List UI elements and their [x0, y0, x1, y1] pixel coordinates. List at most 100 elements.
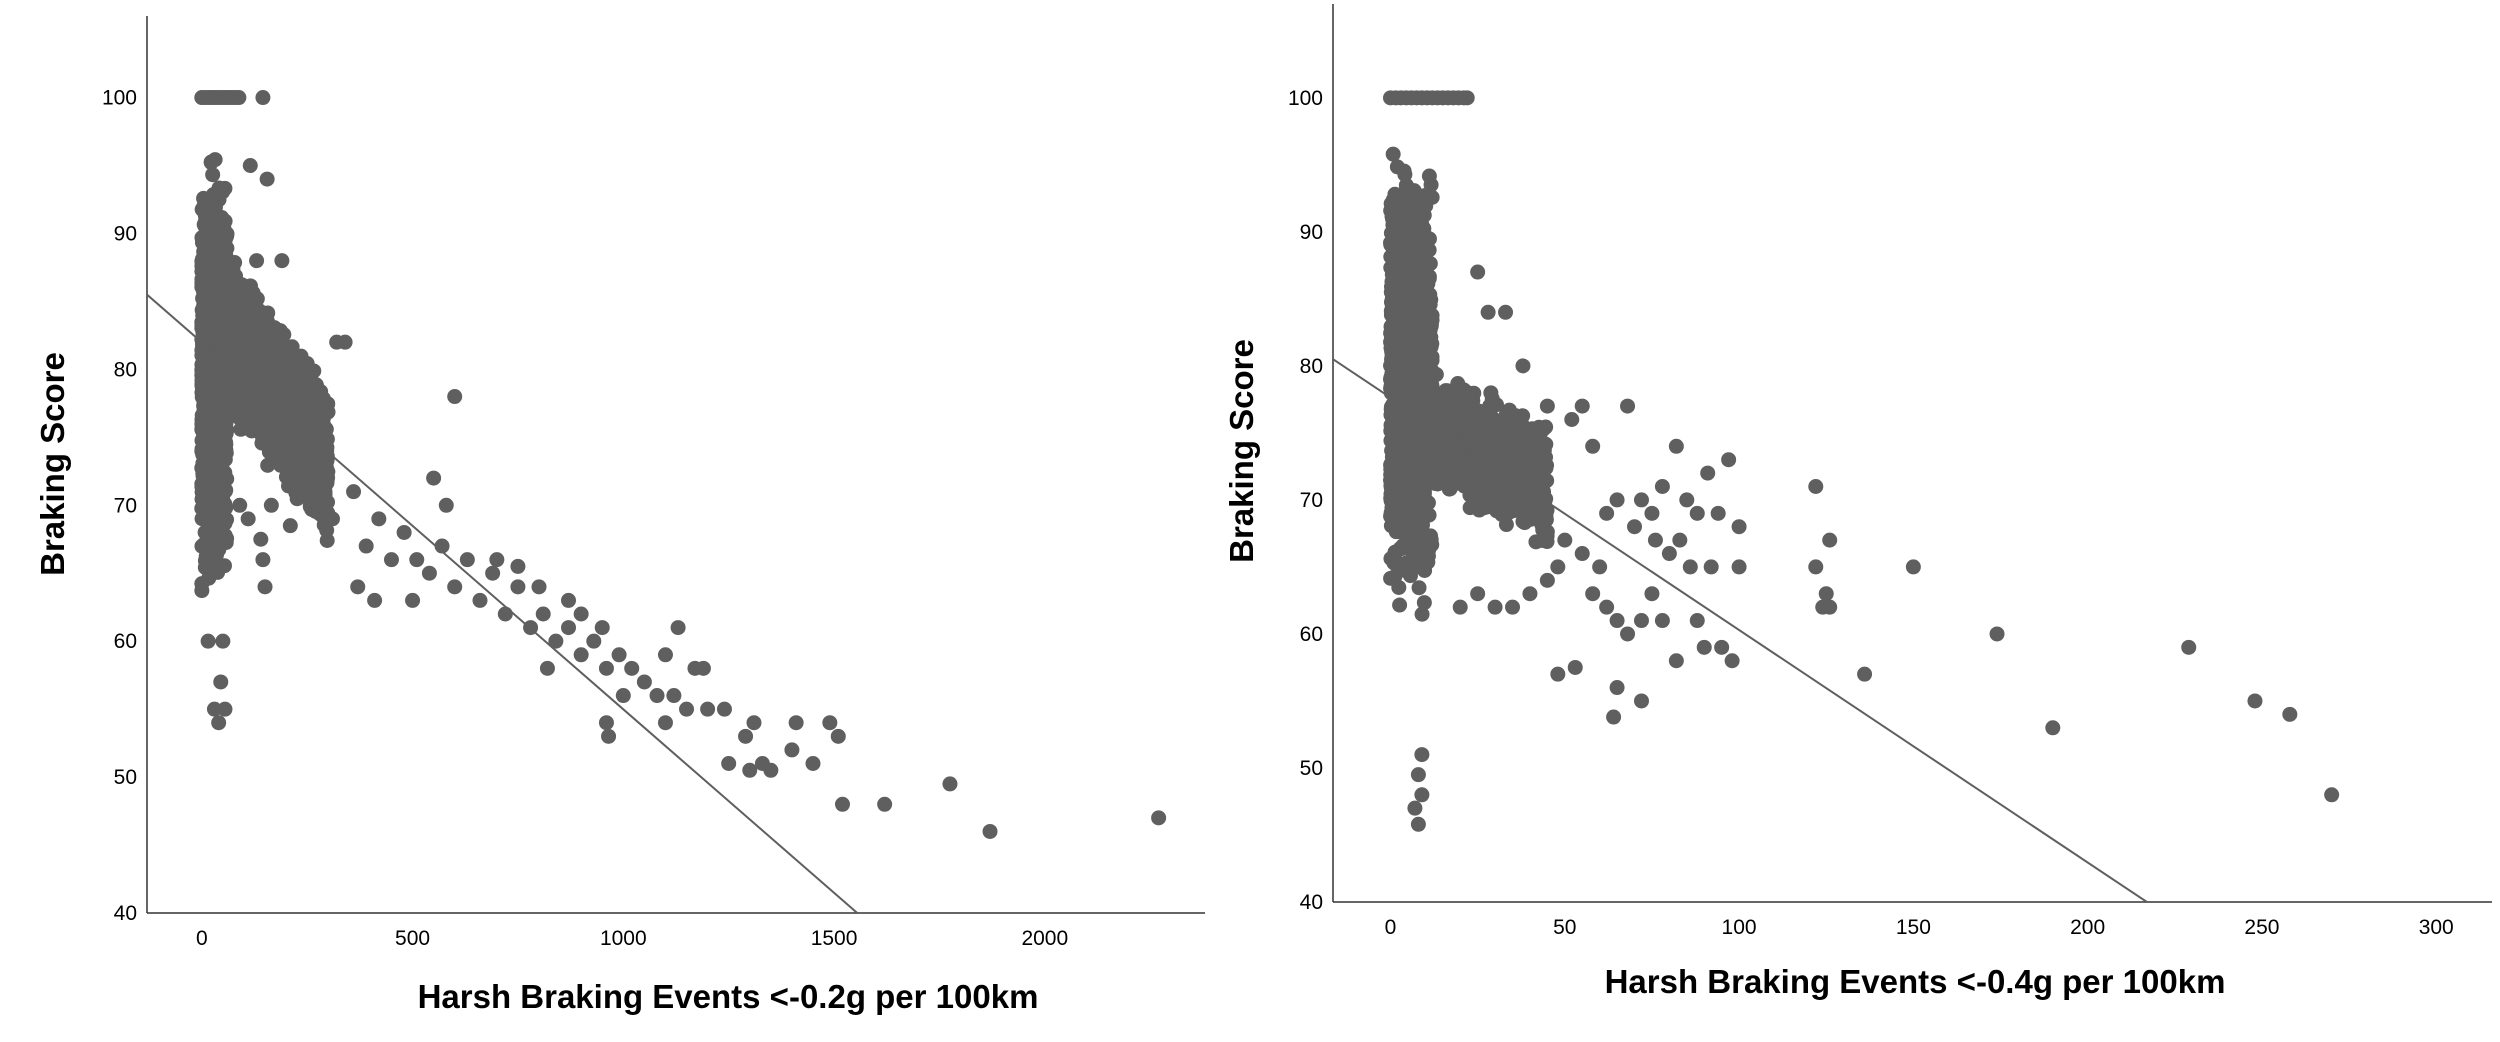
right-data-point — [1609, 680, 1625, 696]
left-y-tick-label: 90 — [114, 222, 137, 245]
left-band-point — [209, 311, 225, 327]
right-band-point — [1418, 360, 1434, 376]
left-band-point — [215, 258, 231, 274]
left-band-point — [255, 324, 271, 340]
right-data-point — [1668, 438, 1684, 454]
left-data-point — [337, 334, 353, 350]
right-data-point — [1539, 398, 1555, 414]
right-band-point — [1470, 459, 1486, 475]
left-band-point — [267, 323, 283, 339]
right-data-point — [1592, 559, 1608, 575]
left-data-point — [255, 552, 271, 568]
left-band-point — [286, 369, 302, 385]
right-data-point — [1414, 747, 1430, 763]
right-data-point — [1414, 787, 1430, 803]
right-data-point — [1731, 559, 1747, 575]
right-data-point — [2045, 720, 2061, 736]
left-data-point — [489, 552, 505, 568]
left-band-point — [256, 376, 272, 392]
left-data-point — [510, 579, 526, 595]
left-cloud-point — [205, 512, 221, 528]
left-data-point — [611, 647, 627, 663]
left-data-point — [716, 701, 732, 717]
right-data-point — [1724, 653, 1740, 669]
right-band-point — [1474, 474, 1490, 490]
left-data-point — [255, 90, 271, 106]
right-cloud-point — [1397, 503, 1413, 519]
right-band-point — [1523, 430, 1539, 446]
right-data-point — [1567, 659, 1583, 675]
left-band-point — [270, 448, 286, 464]
right-data-point — [1721, 452, 1737, 468]
right-data-point — [1905, 559, 1921, 575]
right-x-tick-label: 250 — [2244, 916, 2279, 939]
right-band-point — [1507, 424, 1523, 440]
left-data-point — [830, 728, 846, 744]
left-data-point — [742, 762, 758, 778]
left-band-point — [296, 466, 312, 482]
right-cloud-point — [1391, 524, 1407, 540]
right-cloud-point — [1383, 478, 1399, 494]
left-data-point — [324, 511, 340, 527]
left-data-point — [217, 701, 233, 717]
left-data-point — [721, 756, 737, 771]
right-cloud-point — [1405, 547, 1421, 563]
right-y-tick-label: 50 — [1300, 757, 1323, 780]
right-band-point — [1532, 442, 1548, 458]
left-data-point — [350, 579, 366, 595]
left-data-point — [405, 592, 421, 608]
right-band-point — [1539, 534, 1555, 550]
right-data-point — [1633, 613, 1649, 629]
right-cloud-point — [1391, 579, 1407, 595]
right-data-point — [1668, 653, 1684, 669]
left-data-point — [598, 715, 614, 731]
left-band-point — [291, 482, 307, 498]
right-cloud-point — [1396, 356, 1412, 372]
right-data-point — [1620, 398, 1636, 414]
right-cloud-point — [1383, 340, 1399, 356]
right-data-point — [1585, 438, 1601, 454]
left-data-point — [253, 531, 269, 547]
left-cloud-point — [214, 210, 230, 226]
left-y-tick-label: 60 — [114, 630, 137, 653]
left-data-point — [358, 538, 374, 554]
right-data-point — [1410, 767, 1426, 783]
left-data-point — [822, 715, 838, 731]
right-band-point — [1538, 460, 1554, 476]
left-band-point — [227, 254, 243, 270]
left-band-point — [209, 298, 225, 314]
right-data-point — [1498, 304, 1514, 320]
left-cloud-point — [198, 487, 214, 503]
right-plot-area — [1333, 90, 2340, 902]
right-x-tick-label: 50 — [1553, 916, 1576, 939]
left-data-point — [472, 592, 488, 608]
right-data-point — [1550, 666, 1566, 682]
left-data-point — [535, 606, 551, 622]
right-band-point — [1413, 437, 1429, 453]
left-data-point — [573, 606, 589, 622]
left-x-tick-label: 1500 — [811, 927, 858, 950]
left-data-point — [746, 715, 762, 731]
right-y-tick-label: 60 — [1300, 623, 1323, 646]
left-x-tick-label: 0 — [196, 927, 208, 950]
right-data-point — [1654, 479, 1670, 495]
left-data-point — [396, 524, 412, 540]
right-fit-line — [1333, 358, 2148, 902]
left-data-point — [206, 701, 222, 717]
right-cloud-point — [1393, 196, 1409, 212]
right-band-point — [1486, 486, 1502, 502]
right-data-point — [1808, 479, 1824, 495]
right-data-point — [1689, 505, 1705, 521]
left-band-point — [207, 234, 223, 250]
left-cloud-point — [202, 540, 218, 556]
right-band-point — [1486, 468, 1502, 484]
left-data-point — [240, 511, 256, 527]
right-cloud-point — [1394, 267, 1410, 283]
left-band-point — [306, 377, 322, 393]
right-data-point — [1606, 709, 1622, 725]
left-x-tick-label: 500 — [395, 927, 430, 950]
left-cloud-point — [194, 583, 210, 599]
left-x-tick-label: 2000 — [1021, 927, 1068, 950]
right-band-point — [1422, 470, 1438, 486]
right-data-point — [1696, 639, 1712, 655]
